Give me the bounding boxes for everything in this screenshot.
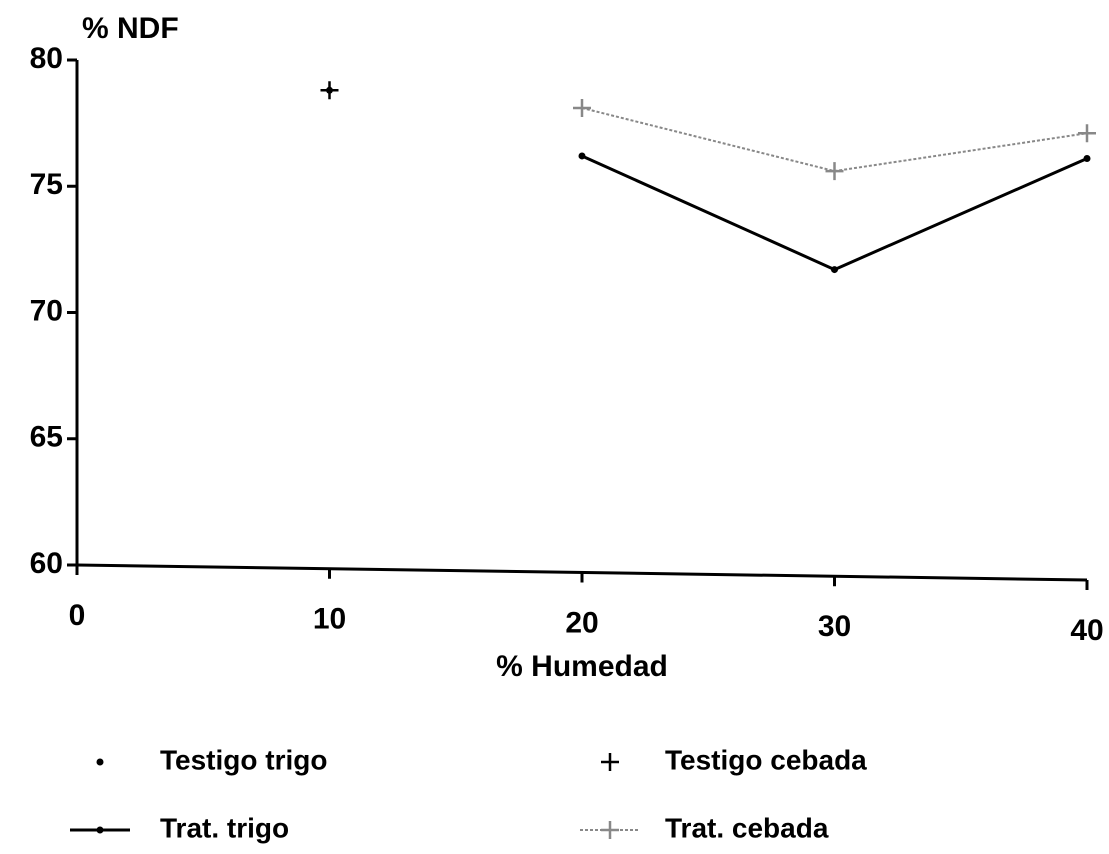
legend-marker — [601, 821, 619, 839]
x-tick-label: 20 — [565, 606, 598, 639]
y-tick-label: 80 — [30, 42, 63, 75]
x-tick-label: 40 — [1070, 614, 1103, 647]
x-tick-label: 10 — [313, 603, 346, 636]
point — [578, 152, 586, 160]
x-axis-label: % Humedad — [496, 650, 668, 683]
legend-label: Trat. cebada — [665, 812, 829, 843]
point — [573, 98, 591, 117]
legend-label: Trat. trigo — [160, 812, 289, 843]
point — [1083, 154, 1091, 162]
y-axis-label: % NDF — [82, 12, 179, 45]
legend-marker — [601, 753, 619, 771]
legend-label: Testigo trigo — [160, 744, 327, 775]
y-tick-label: 75 — [30, 168, 63, 201]
point — [831, 266, 838, 274]
x-tick-label: 0 — [69, 599, 86, 632]
y-tick-label: 70 — [30, 294, 63, 327]
series-line — [581, 107, 1088, 173]
x-tick-label: 30 — [818, 610, 851, 643]
y-tick-label: 65 — [30, 421, 63, 454]
legend-marker — [96, 826, 104, 834]
point — [825, 162, 844, 181]
legend-label: Testigo cebada — [665, 744, 867, 775]
legend-marker — [96, 758, 104, 766]
y-tick-label: 60 — [30, 547, 63, 580]
point — [320, 81, 339, 100]
point — [1078, 124, 1096, 143]
